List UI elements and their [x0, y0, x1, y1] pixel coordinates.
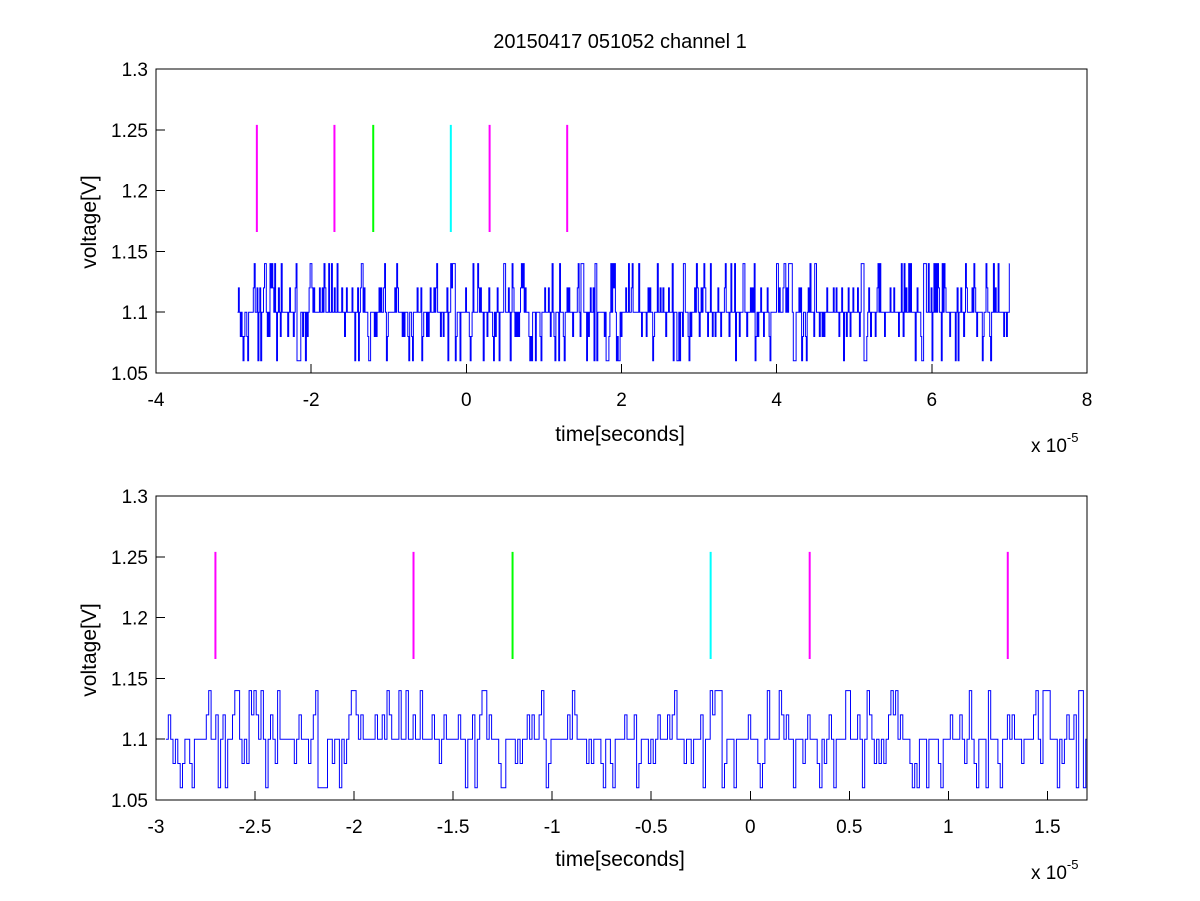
top-x-tick-label: 0: [461, 390, 472, 411]
chart-title: 20150417 051052 channel 1: [493, 31, 747, 53]
bottom-y-tick-label: 1.3: [122, 487, 148, 508]
top-x-tick-label: 6: [927, 390, 938, 411]
bottom-y-tick-label: 1.1: [122, 730, 148, 751]
bottom-x-tick-label: 1.5: [1034, 817, 1060, 838]
bottom-panel: -3 -2.5 -2 -1.5 -1 -0.5 0 0.5 1 1.5 1.05 1.1 1.15 1.2…: [78, 487, 1088, 884]
bottom-y-tick-label: 1.25: [111, 548, 148, 569]
bottom-trace-line: [165, 690, 1087, 789]
top-x-exponent-label: x 10-5: [1031, 430, 1078, 457]
bottom-x-tick-label: 0.5: [836, 817, 862, 838]
bottom-x-tick-label: -2.5: [239, 817, 272, 838]
bottom-x-tick-label: -2: [346, 817, 363, 838]
bottom-x-axis-label: time[seconds]: [555, 848, 685, 871]
top-panel: -4 -2 0 2 4 6 8 1.05 1.1 1.15 1.2 1.25 1.3 time[seco…: [78, 60, 1092, 457]
top-y-tick-label: 1.1: [122, 303, 148, 324]
top-y-tick-label: 1.2: [122, 182, 148, 203]
bottom-x-exponent-base: x 10: [1031, 863, 1067, 884]
top-x-tick-label: -4: [148, 390, 165, 411]
top-y-axis-label: voltage[V]: [78, 175, 101, 268]
bottom-event-markers: [214, 551, 1009, 659]
top-voltage-trace: [237, 263, 1010, 362]
bottom-x-tick-label: 0: [745, 817, 756, 838]
top-y-tick-label: 1.15: [111, 242, 148, 263]
top-axes-frame: [155, 68, 1088, 374]
bottom-x-tick-label: 1: [943, 817, 954, 838]
bottom-x-tick-label: -1: [544, 817, 561, 838]
top-x-tick-label: 4: [771, 390, 782, 411]
bottom-y-tick-label: 1.05: [111, 791, 148, 812]
bottom-axes-frame: [155, 495, 1088, 801]
bottom-voltage-trace: [165, 690, 1087, 789]
top-y-tick-label: 1.3: [122, 60, 148, 81]
top-y-tick-label: 1.25: [111, 121, 148, 142]
top-x-exponent-power: -5: [1067, 430, 1079, 445]
bottom-x-tick-label: -3: [148, 817, 165, 838]
top-y-tick-label: 1.05: [111, 364, 148, 385]
top-x-tick-label: 8: [1082, 390, 1093, 411]
bottom-y-tick-label: 1.2: [122, 609, 148, 630]
bottom-y-axis-label: voltage[V]: [78, 603, 101, 696]
top-trace-line: [237, 263, 1010, 362]
top-event-markers: [255, 124, 569, 232]
bottom-x-exponent-power: -5: [1067, 857, 1079, 872]
bottom-x-exponent-label: x 10-5: [1031, 857, 1078, 884]
top-x-tick-label: -2: [303, 390, 320, 411]
bottom-x-tick-label: -0.5: [635, 817, 668, 838]
bottom-y-tick-label: 1.15: [111, 669, 148, 690]
bottom-x-tick-label: -1.5: [437, 817, 470, 838]
top-x-exponent-base: x 10: [1031, 436, 1067, 457]
top-x-tick-label: 2: [616, 390, 627, 411]
top-x-axis-label: time[seconds]: [555, 423, 685, 446]
